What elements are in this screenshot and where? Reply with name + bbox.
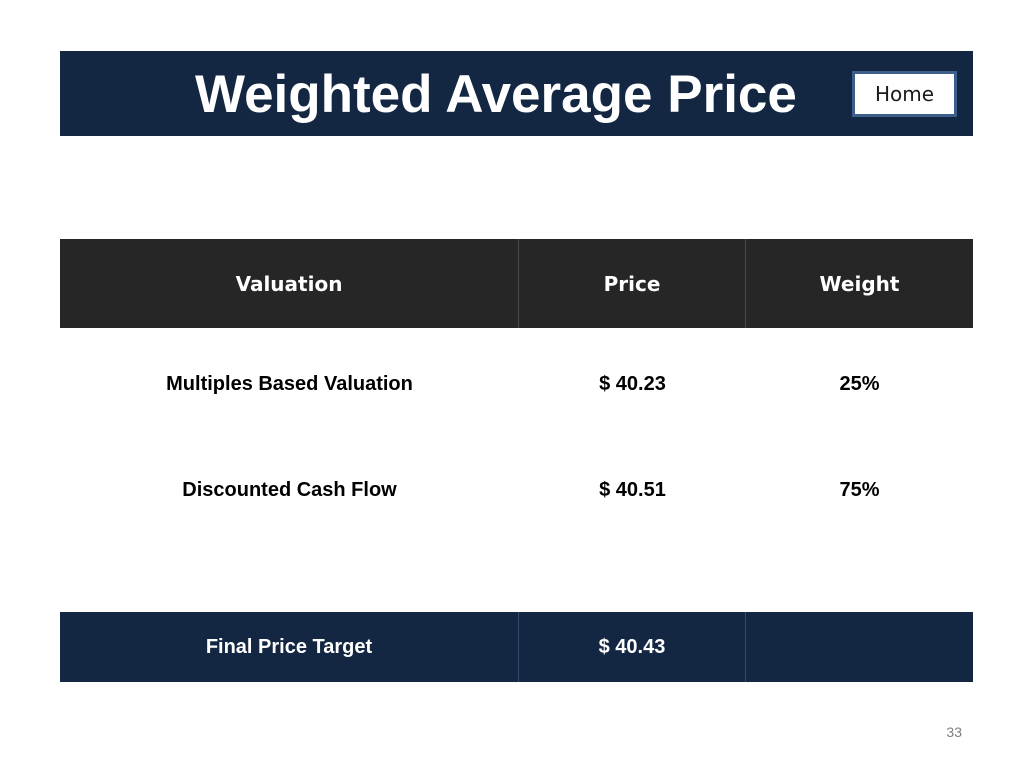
weight-cell: 75%	[839, 478, 880, 501]
final-price-cell: $ 40.43	[519, 612, 746, 682]
home-button[interactable]: Home	[852, 71, 957, 117]
table-row: Discounted Cash Flow $ 40.51 75%	[60, 468, 973, 512]
header-valuation: Valuation	[60, 239, 519, 328]
final-label-cell: Final Price Target	[60, 612, 519, 682]
page-number: 33	[946, 724, 962, 740]
header-weight: Weight	[819, 271, 900, 296]
valuation-cell: Discounted Cash Flow	[182, 478, 397, 501]
header-price: Price	[519, 239, 746, 328]
slide-title: Weighted Average Price	[195, 65, 797, 124]
price-cell: $ 40.51	[599, 478, 666, 501]
title-bar	[60, 51, 973, 136]
valuation-cell: Multiples Based Valuation	[166, 372, 413, 395]
weight-cell: 25%	[839, 372, 880, 395]
price-cell: $ 40.23	[599, 372, 666, 395]
final-weight-cell	[746, 612, 973, 682]
table-row: Multiples Based Valuation $ 40.23 25%	[60, 362, 973, 406]
table-header-row: Valuation Price Weight	[60, 239, 973, 328]
final-price-row: Final Price Target $ 40.43	[60, 612, 973, 682]
